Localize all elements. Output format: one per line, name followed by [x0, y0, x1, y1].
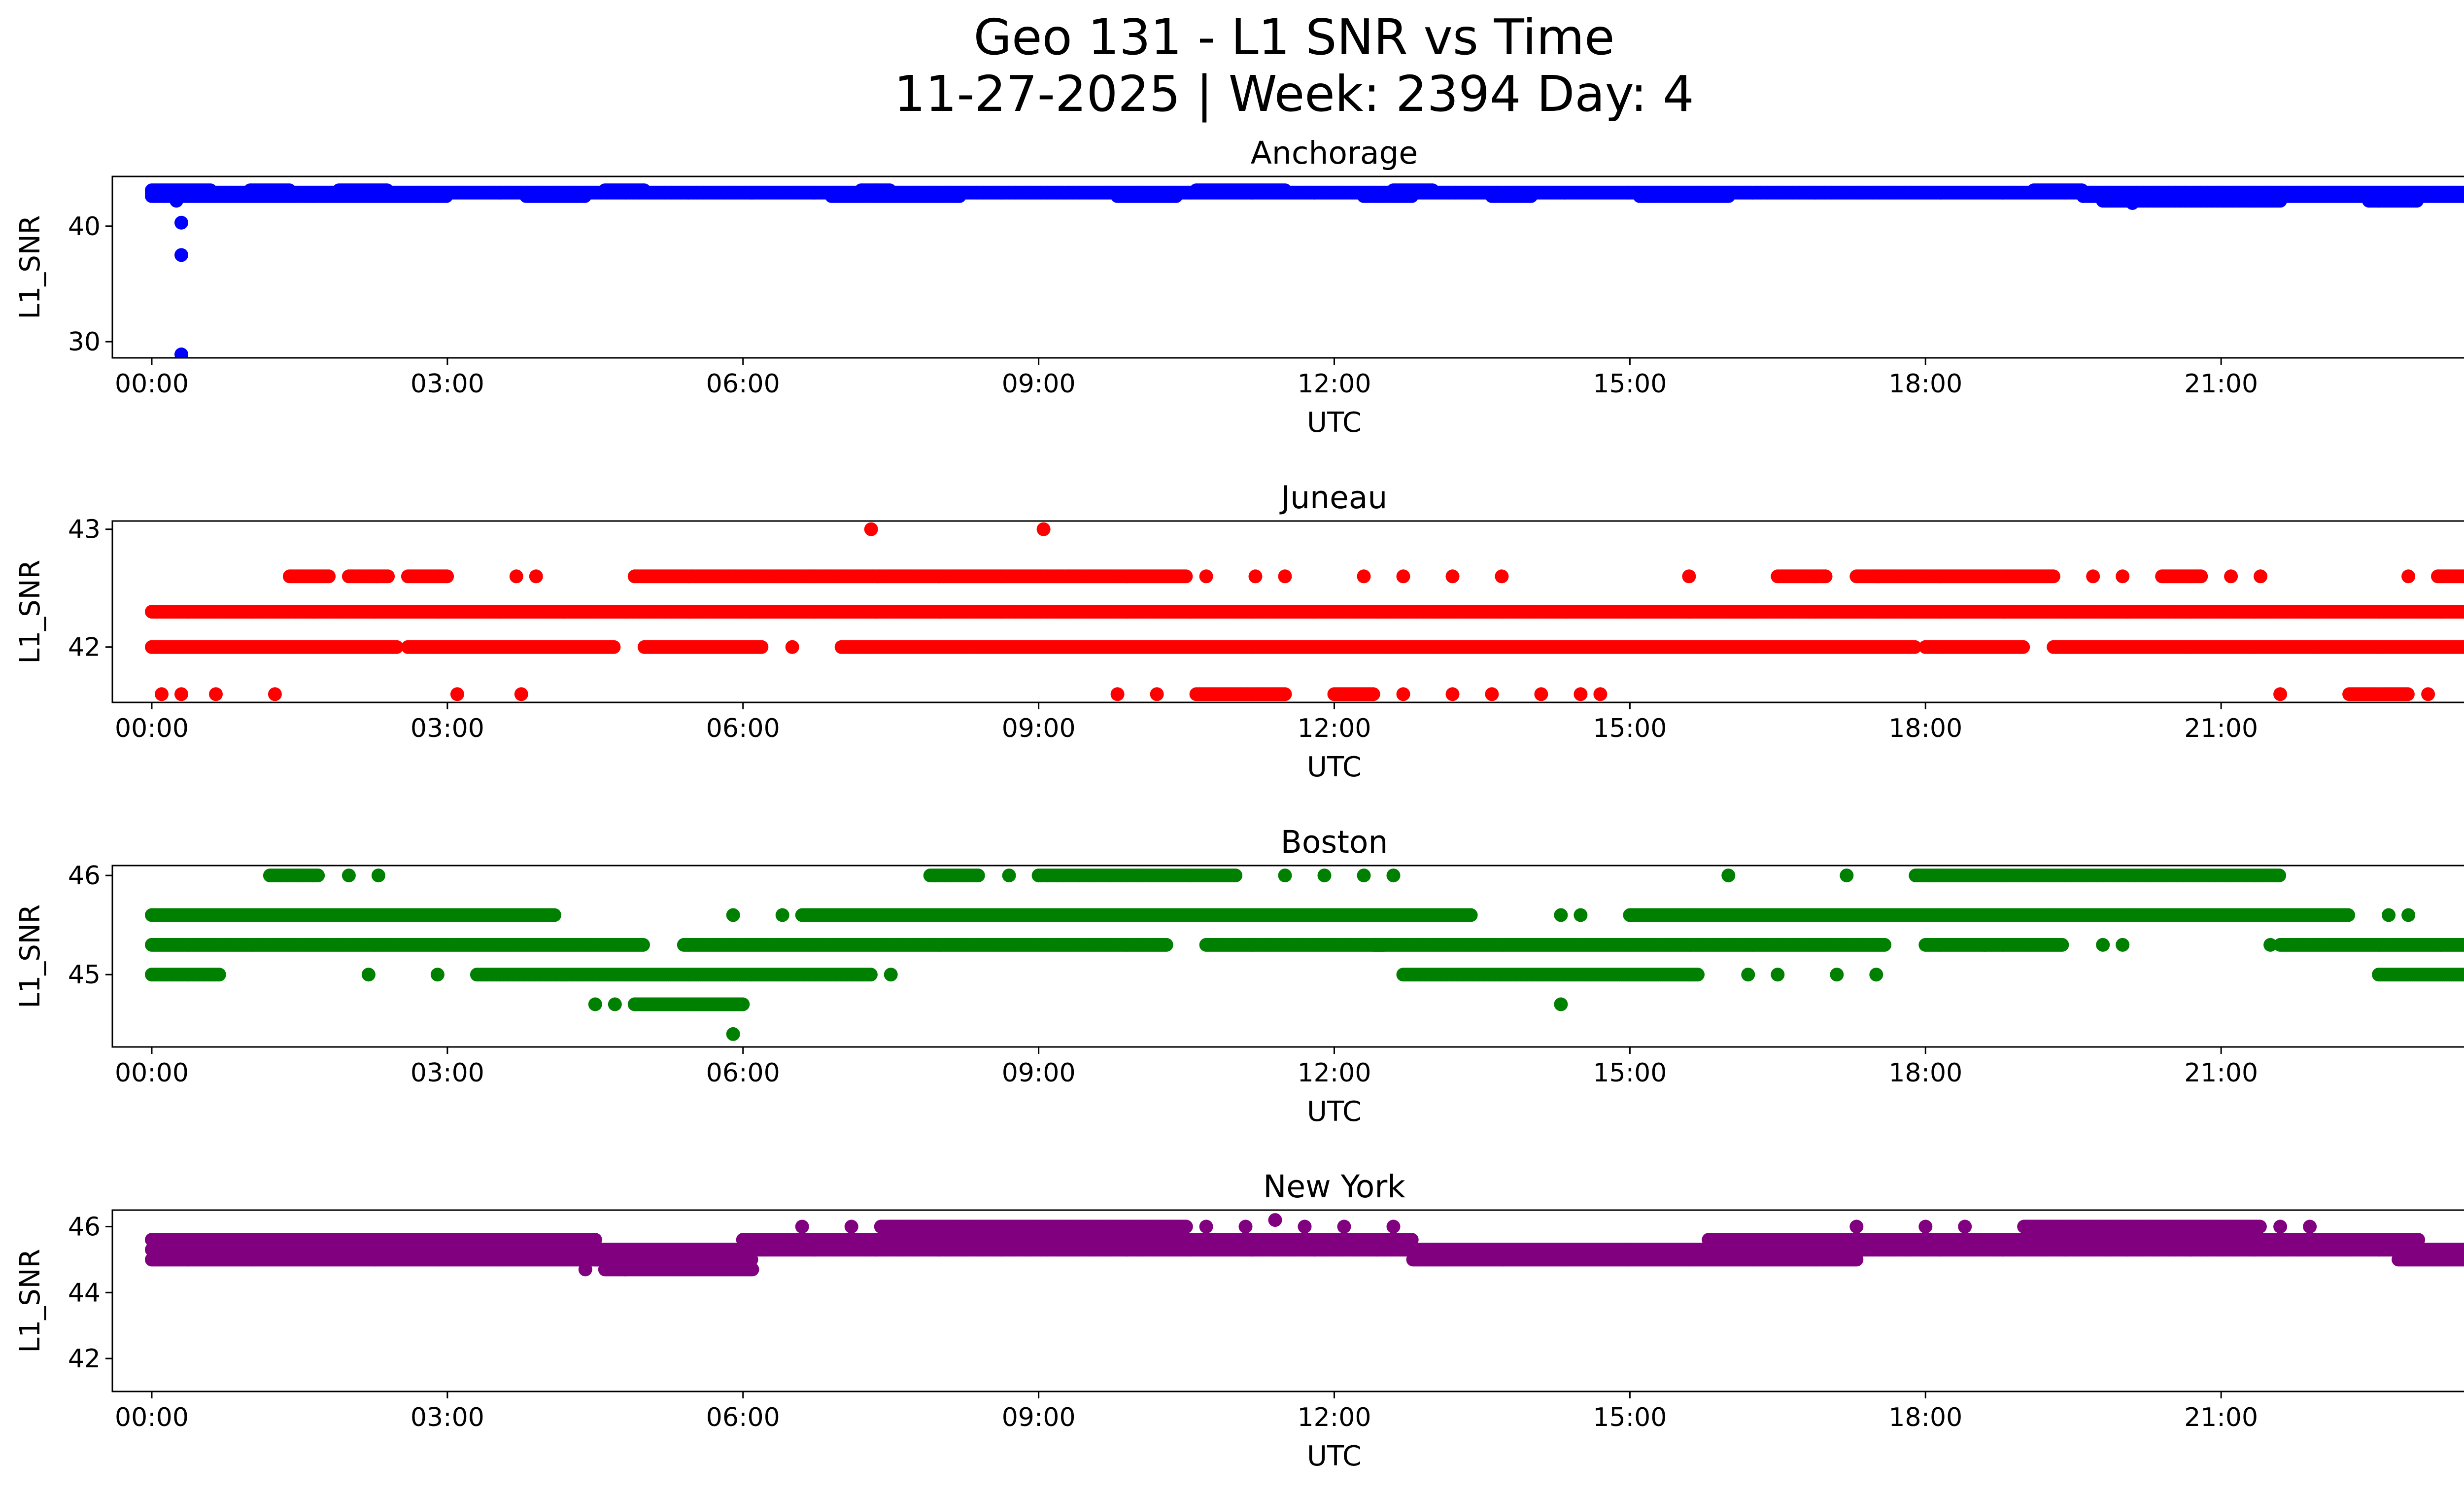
data-point — [2463, 192, 2464, 200]
data-point — [2016, 640, 2030, 654]
data-point — [174, 248, 188, 262]
y-tick-label: 30 — [68, 327, 101, 357]
data-point — [2461, 190, 2464, 202]
y-tick-label: 40 — [68, 212, 101, 242]
figure-title-line1: Geo 131 - L1 SNR vs Time — [974, 8, 1615, 66]
y-axis-label: L1_SNR — [14, 215, 46, 319]
data-point — [389, 640, 404, 654]
data-point — [607, 640, 621, 654]
x-tick-label: 18:00 — [1888, 369, 1962, 399]
data-point — [1404, 189, 1419, 203]
data-point — [952, 189, 966, 203]
subplot-anchorage: Anchorage 00:00 03:00 06:00 09:00 12:00 15:00 1… — [14, 135, 2464, 439]
series-markers — [145, 522, 2464, 701]
data-point — [2125, 196, 2140, 210]
data-point — [322, 569, 336, 584]
data-point — [174, 348, 188, 358]
x-tick-label: 12:00 — [1298, 369, 1371, 399]
data-point — [1169, 189, 1183, 203]
data-point — [578, 189, 592, 203]
subplot-title: Anchorage — [1251, 135, 1418, 171]
data-point — [174, 215, 188, 230]
x-tick-label: 15:00 — [1593, 369, 1667, 399]
x-tick-label: 21:00 — [2184, 369, 2258, 399]
data-point — [1524, 189, 1538, 203]
x-tick-label: 06:00 — [706, 369, 780, 399]
data-point — [2410, 194, 2424, 208]
series-markers — [145, 183, 2464, 358]
x-tick-label: 03:00 — [411, 369, 484, 399]
data-point — [2273, 194, 2288, 208]
x-axis-label: UTC — [1307, 407, 1362, 439]
data-point — [2461, 606, 2464, 618]
data-point — [439, 189, 453, 203]
data-point — [2462, 642, 2464, 653]
data-point — [381, 569, 395, 584]
data-point — [1908, 640, 1922, 654]
subplots: Anchorage 00:00 03:00 06:00 09:00 12:00 15:00 1… — [14, 135, 2464, 1472]
subplot-title: Juneau — [1279, 480, 1388, 516]
data-point — [1721, 189, 1736, 203]
data-point — [170, 194, 183, 208]
figure-title-line2: 11-27-2025 | Week: 2394 Day: 4 — [894, 65, 1694, 123]
data-point — [754, 640, 769, 654]
x-tick-label: 09:00 — [1002, 369, 1076, 399]
x-tick-label: 00:00 — [115, 369, 189, 399]
